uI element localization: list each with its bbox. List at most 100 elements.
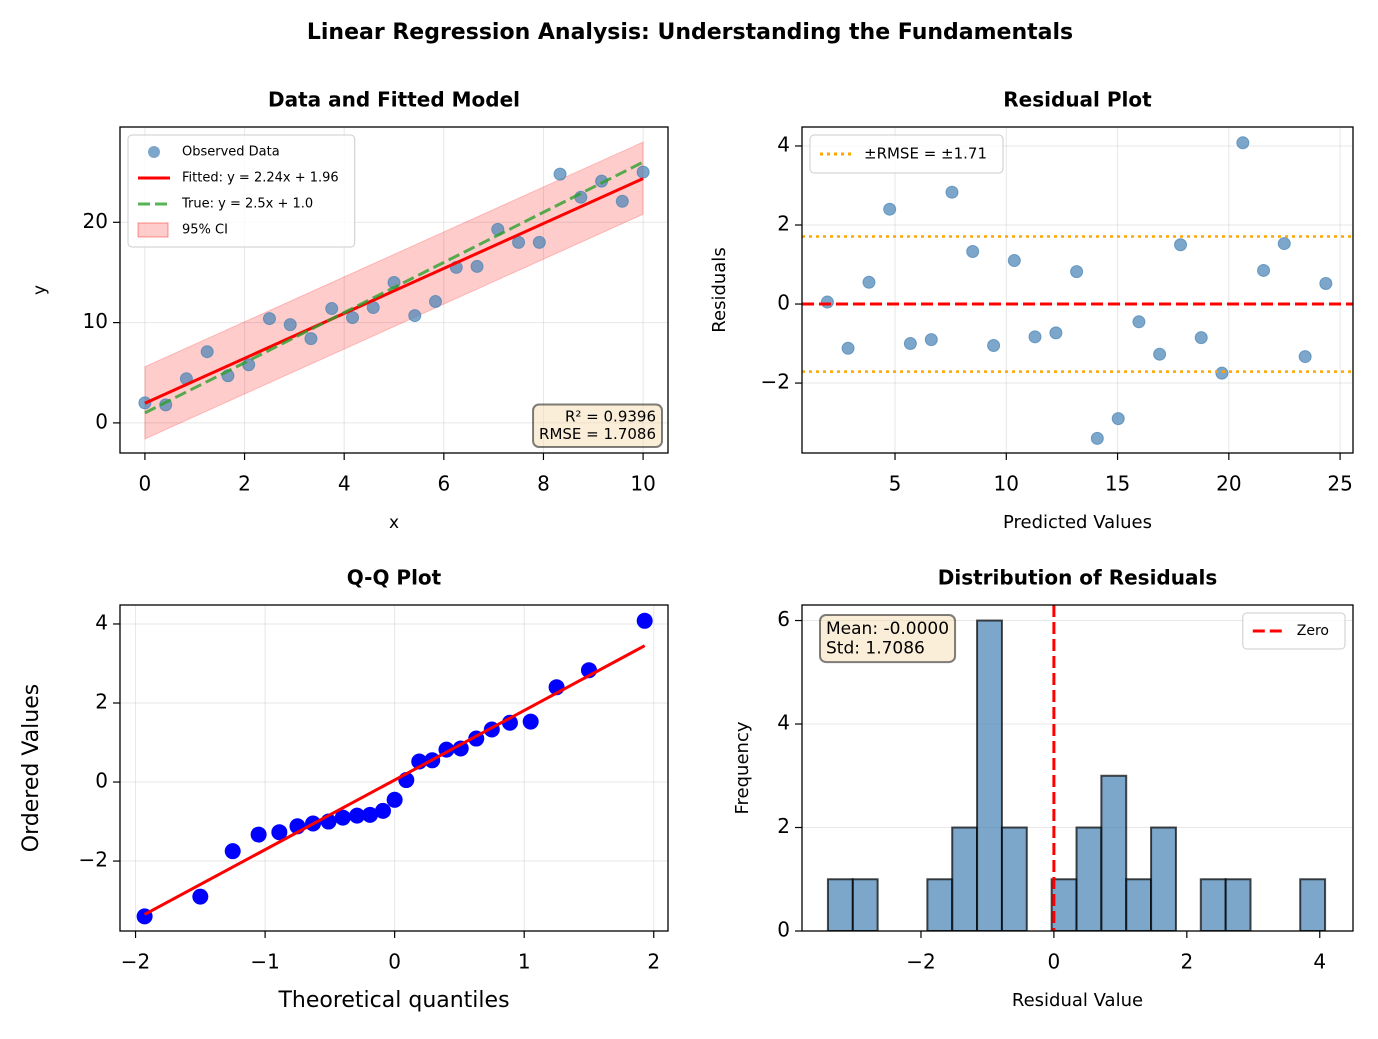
x-tick-label: 6 [437,472,450,496]
data-point [374,802,391,819]
data-point [1194,331,1208,345]
data-point [1007,254,1021,268]
legend-box [1242,612,1346,650]
y-axis-label: y [30,285,50,295]
data-point [304,332,318,346]
data-point [470,259,484,273]
data-point [1049,326,1063,340]
subplot-title: Residual Plot [1003,88,1152,112]
data-point [1153,347,1167,361]
data-point [334,809,351,826]
data-point [408,309,422,323]
x-tick-label: 15 [1105,472,1130,496]
annotation-box [532,403,663,448]
legend-label: 95% CI [182,223,228,238]
data-point [271,824,288,841]
histogram-bar [1224,878,1252,931]
data-point [262,312,276,326]
data-point [1090,431,1104,445]
x-tick-label: 0 [388,950,401,974]
data-point [532,235,546,249]
data-point [1028,330,1042,344]
axes-frame [119,126,669,454]
histogram-bar [851,878,879,931]
line [143,644,646,916]
data-point [452,740,469,757]
data-point [1257,263,1271,277]
y-tick-label: −2 [761,370,790,394]
legend-label: Observed Data [182,145,280,160]
x-tick-label: 25 [1327,472,1352,496]
x-tick-label: 8 [537,472,550,496]
data-point [966,244,980,258]
x-tick-label: 1 [518,950,531,974]
data-point [820,295,834,309]
data-point [636,612,653,629]
legend: Observed Data Fitted: y = 2.24x + 1.96 Tru… [127,134,356,248]
plot-area [802,605,1353,931]
x-tick-label: −2 [906,950,935,974]
x-tick-label: 2 [238,472,251,496]
y-tick-label: 2 [777,211,790,235]
data-point [862,275,876,289]
legend: ±RMSE = ±1.71 [809,134,1004,174]
data-point [428,295,442,309]
histogram-bar [826,878,854,931]
x-axis-label: Residual Value [1012,990,1143,1011]
legend-label: True: y = 2.5x + 1.0 [181,197,313,212]
data-point [1111,412,1125,426]
data-point [636,165,650,179]
annotation-text: Mean: -0.0000 [826,619,949,639]
x-tick-label: 0 [1048,950,1061,974]
data-point [242,358,256,372]
data-point [1319,276,1333,290]
data-point [924,333,938,347]
y-tick-label: 2 [777,814,790,838]
x-tick-label: 0 [139,472,152,496]
legend-label: Zero [1297,623,1329,639]
axes-frame [801,604,1354,932]
histogram-bar [976,619,1003,931]
data-point [841,341,855,355]
data-point [192,888,209,905]
y-axis-label: Residuals [709,247,730,332]
data-point [1277,237,1291,251]
data-point [386,791,403,808]
y-tick-label: 0 [95,409,108,433]
y-tick-label: 0 [95,769,108,793]
data-point [1070,265,1084,279]
data-point [553,167,567,181]
data-point [200,345,214,359]
data-point [1174,238,1188,252]
x-tick-label: 4 [338,472,351,496]
annotation-text: Std: 1.7086 [826,638,925,658]
data-point [1215,366,1229,380]
histogram-bar [1000,826,1028,931]
x-tick-label: 10 [630,472,655,496]
x-tick-label: 2 [647,950,660,974]
x-tick-label: 10 [994,472,1019,496]
x-axis-label: Predicted Values [1003,512,1152,533]
histogram-bar [1150,826,1177,931]
plot-area [120,605,668,931]
data-point [325,302,339,316]
legend: Zero [1242,612,1346,650]
data-point [224,843,241,860]
axes-frame [119,604,669,932]
x-axis-label: Theoretical quantiles [277,988,509,1013]
figure-title: Linear Regression Analysis: Understandin… [307,20,1073,45]
histogram-bar [926,878,954,931]
histogram-bar [951,826,979,931]
data-point [987,339,1001,353]
line [144,177,644,405]
histogram-bar [1075,826,1103,931]
histogram-bar [1125,878,1153,931]
y-tick-label: 4 [777,132,790,156]
data-point [283,318,297,332]
legend-key [137,222,169,238]
x-tick-label: 2 [1180,950,1193,974]
legend-label: ±RMSE = ±1.71 [864,145,987,163]
